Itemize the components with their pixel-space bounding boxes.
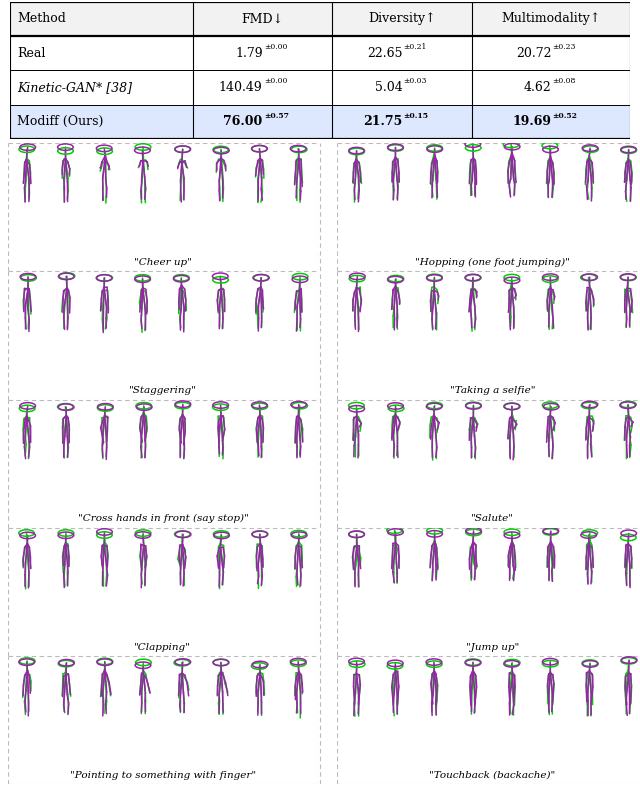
Text: 22.65: 22.65	[367, 46, 403, 60]
Bar	[10, 2, 630, 36]
Text: "Cheer up": "Cheer up"	[134, 258, 192, 267]
Text: ±0.52: ±0.52	[552, 112, 577, 119]
Text: "Clapping": "Clapping"	[134, 643, 191, 652]
Text: 20.72: 20.72	[516, 46, 551, 60]
Text: Diversity↑: Diversity↑	[369, 13, 436, 25]
Text: "Pointing to something with finger": "Pointing to something with finger"	[70, 771, 256, 780]
Text: ±0.57: ±0.57	[264, 112, 289, 119]
Text: 76.00: 76.00	[223, 116, 262, 128]
Text: ±0.03: ±0.03	[403, 77, 427, 86]
Text: 140.49: 140.49	[219, 81, 262, 94]
Text: 4.62: 4.62	[524, 81, 551, 94]
Text: ±0.21: ±0.21	[403, 43, 427, 51]
Text: Kinetic-GAN* [38]: Kinetic-GAN* [38]	[17, 81, 132, 94]
Text: Multimodality↑: Multimodality↑	[502, 13, 601, 25]
Text: ±0.00: ±0.00	[264, 43, 287, 51]
Text: Modiff (Ours): Modiff (Ours)	[17, 116, 104, 128]
Text: "Staggering": "Staggering"	[129, 386, 197, 395]
Bar	[10, 105, 630, 139]
Text: Real: Real	[17, 46, 45, 60]
Text: "Jump up": "Jump up"	[466, 643, 519, 652]
Text: "Hopping (one foot jumping)": "Hopping (one foot jumping)"	[415, 258, 570, 267]
Text: Method: Method	[17, 13, 66, 25]
Text: "Cross hands in front (say stop)": "Cross hands in front (say stop)"	[77, 514, 248, 523]
Text: ±0.08: ±0.08	[552, 77, 576, 86]
Text: "Touchback (backache)": "Touchback (backache)"	[429, 771, 556, 780]
Text: 1.79: 1.79	[235, 46, 262, 60]
Text: 5.04: 5.04	[374, 81, 403, 94]
Text: ±0.00: ±0.00	[264, 77, 287, 86]
Text: ±0.23: ±0.23	[552, 43, 576, 51]
Text: FMD↓: FMD↓	[241, 13, 284, 25]
Text: 19.69: 19.69	[512, 116, 551, 128]
Text: "Salute": "Salute"	[471, 514, 514, 523]
Text: 21.75: 21.75	[363, 116, 403, 128]
Text: "Taking a selfie": "Taking a selfie"	[450, 386, 535, 395]
Text: ±0.15: ±0.15	[403, 112, 429, 119]
